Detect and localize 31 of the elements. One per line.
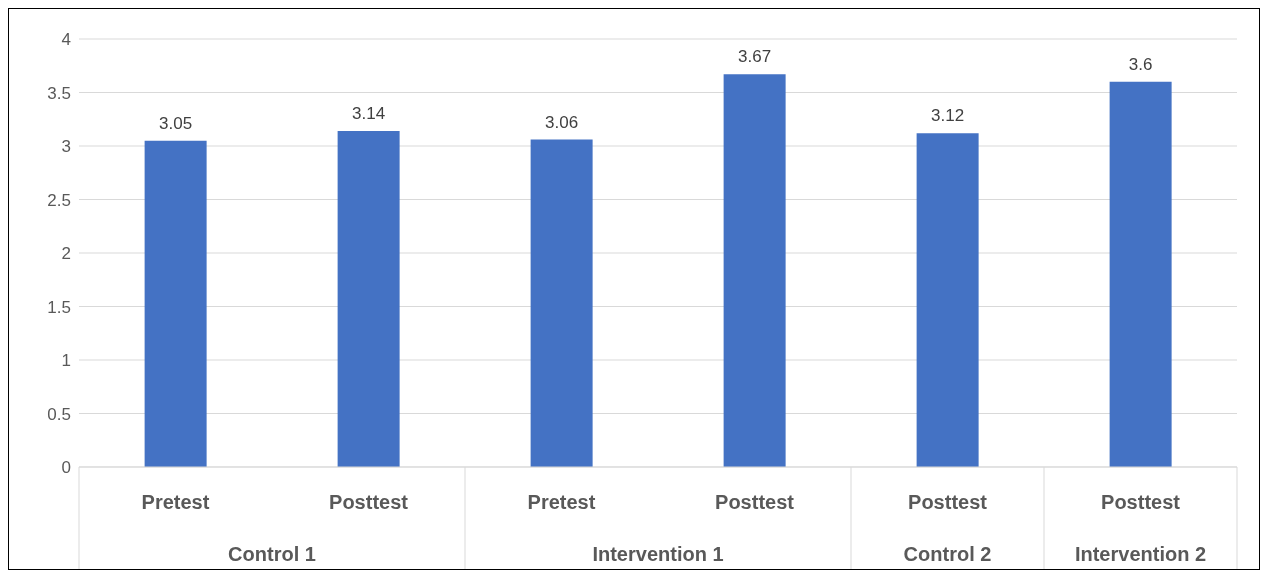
data-label: 3.12: [931, 106, 965, 126]
y-tick-label: 2: [61, 244, 71, 264]
data-label: 3.67: [738, 47, 772, 67]
y-tick-label: 0.5: [47, 404, 71, 424]
text: Intervention 2: [1074, 543, 1207, 565]
data-label: 3.05: [159, 113, 193, 133]
x-tick-label: Pretest: [141, 491, 210, 513]
x-tick-label: Posttest: [715, 491, 795, 513]
bar: [723, 74, 786, 467]
bar: [916, 133, 979, 467]
y-tick-label: 0: [61, 458, 71, 478]
text: Control 1: [228, 543, 316, 565]
data-label: 3.6: [1128, 54, 1153, 74]
y-tick-label: 3.5: [47, 83, 71, 103]
bar: [144, 140, 207, 467]
y-tick-label: 3: [61, 137, 71, 157]
text: Control 2: [903, 543, 992, 565]
x-tick-label: Posttest: [329, 491, 409, 513]
y-tick-label: 4: [61, 30, 71, 50]
x-tick-label: Posttest: [908, 491, 988, 513]
data-label: 3.06: [545, 112, 579, 132]
x-tick-label: Pretest: [527, 491, 596, 513]
x-tick-label: Posttest: [1101, 491, 1181, 513]
text: Intervention 1: [592, 543, 724, 565]
bar: [337, 131, 400, 467]
y-tick-label: 2.5: [47, 190, 71, 210]
y-tick-label: 1.5: [47, 297, 71, 317]
bar: [1109, 81, 1172, 467]
y-tick-label: 1: [61, 351, 71, 371]
data-label: 3.14: [352, 104, 386, 124]
bar: [530, 139, 593, 467]
